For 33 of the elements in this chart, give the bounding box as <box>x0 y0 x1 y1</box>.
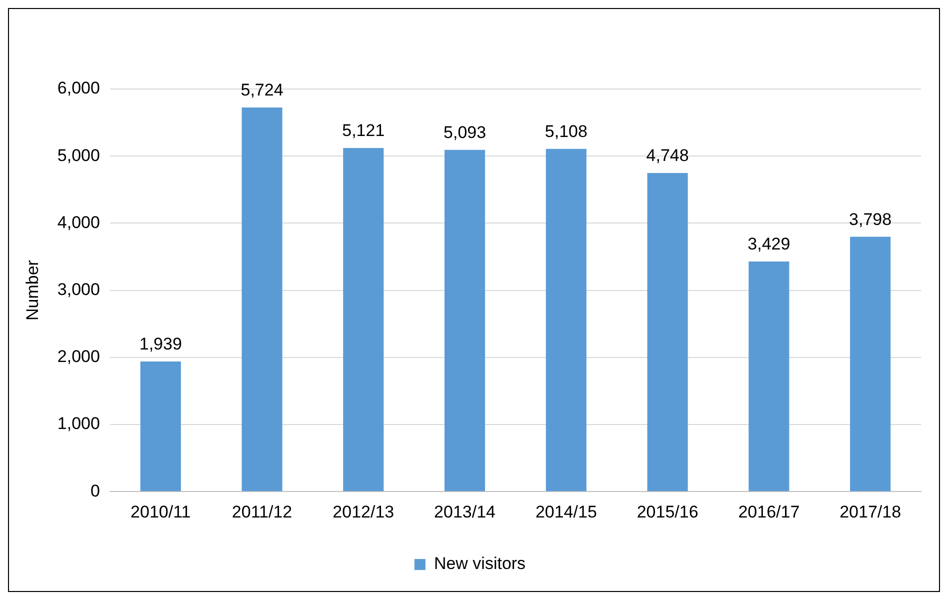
bar <box>647 173 688 492</box>
y-tick-label: 3,000 <box>57 280 100 299</box>
y-tick-label: 1,000 <box>57 414 100 434</box>
x-tick-label: 2011/12 <box>232 502 292 522</box>
data-label: 5,724 <box>240 80 284 100</box>
x-tick-label: 2015/16 <box>636 502 698 522</box>
bar <box>546 148 586 492</box>
data-label: 5,121 <box>342 121 385 140</box>
bar <box>850 236 891 492</box>
y-axis-title: Number <box>22 260 42 321</box>
x-tick-label: 2014/15 <box>535 502 597 522</box>
data-label: 5,108 <box>544 122 588 142</box>
y-tick-label: 2,000 <box>57 347 100 366</box>
data-label: 4,748 <box>646 146 689 166</box>
data-label: 3,798 <box>849 210 892 229</box>
y-tick-label: 4,000 <box>57 212 100 232</box>
data-label: 5,093 <box>444 123 486 142</box>
x-tick-label: 2017/18 <box>840 502 902 522</box>
data-label: 1,939 <box>139 334 182 354</box>
x-tick-label: 2012/13 <box>332 502 394 522</box>
bar <box>748 262 790 492</box>
data-label: 3,429 <box>748 234 790 254</box>
legend-label: New visitors <box>434 554 526 574</box>
bar <box>343 148 384 492</box>
x-tick-label: 2016/17 <box>738 502 800 522</box>
bar <box>242 108 282 492</box>
y-tick-label: 0 <box>90 481 100 500</box>
x-tick-label: 2013/14 <box>434 502 496 522</box>
x-tick-label: 2010/11 <box>130 502 191 522</box>
bar <box>444 150 486 492</box>
bar <box>140 361 181 492</box>
y-tick-label: 5,000 <box>57 146 100 165</box>
y-tick-label: 6,000 <box>57 78 100 98</box>
